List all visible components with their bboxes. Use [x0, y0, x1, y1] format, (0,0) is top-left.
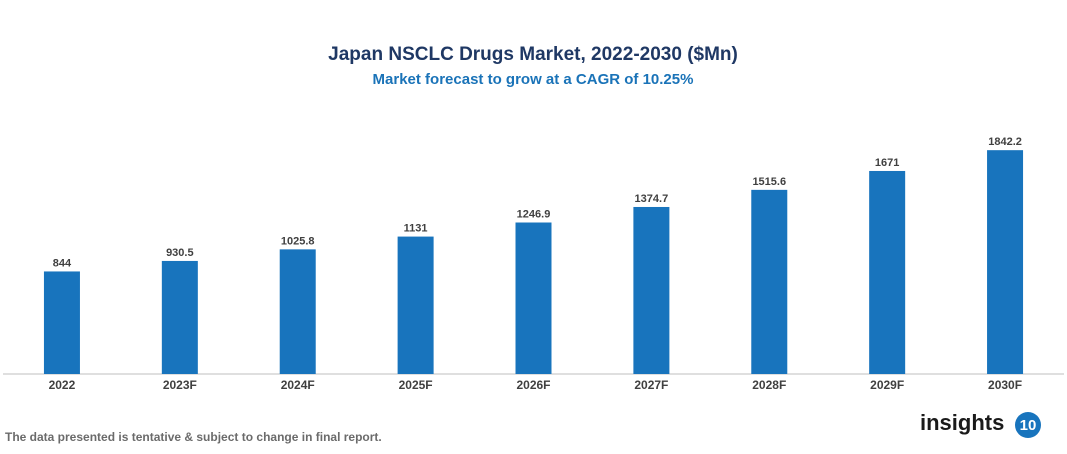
- x-tick-label: 2028F: [752, 378, 786, 392]
- data-label: 1131: [404, 222, 428, 234]
- data-label: 1515.6: [752, 176, 786, 188]
- chart-title: Japan NSCLC Drugs Market, 2022-2030 ($Mn…: [328, 44, 738, 65]
- logo-badge: [1015, 412, 1041, 438]
- bar: [161, 260, 198, 374]
- bar: [987, 150, 1024, 374]
- x-tick-label: 2024F: [281, 378, 315, 392]
- data-label: 1842.2: [988, 136, 1022, 148]
- logo-badge-text: 10: [1020, 417, 1037, 434]
- footnote: The data presented is tentative & subjec…: [5, 430, 382, 444]
- bar: [515, 222, 552, 374]
- data-label: 1374.7: [635, 193, 669, 205]
- bar: [751, 189, 788, 374]
- bar: [43, 271, 80, 374]
- bar: [633, 206, 670, 374]
- x-tick-label: 2029F: [870, 378, 904, 392]
- x-tick-label: 2027F: [634, 378, 668, 392]
- bar: [869, 170, 906, 374]
- x-tick-label: 2030F: [988, 378, 1022, 392]
- x-tick-label: 2026F: [516, 378, 550, 392]
- bar: [279, 249, 316, 374]
- x-tick-label: 2022: [49, 378, 76, 392]
- data-label: 930.5: [166, 247, 194, 259]
- data-label: 1246.9: [517, 208, 551, 220]
- data-label: 1025.8: [281, 235, 315, 247]
- chart-subtitle: Market forecast to grow at a CAGR of 10.…: [373, 71, 694, 88]
- bar: [397, 236, 434, 374]
- x-tick-label: 2025F: [399, 378, 433, 392]
- logo-text: insights: [920, 410, 1004, 435]
- data-label: 844: [53, 257, 72, 269]
- data-label: 1671: [875, 157, 899, 169]
- x-tick-label: 2023F: [163, 378, 197, 392]
